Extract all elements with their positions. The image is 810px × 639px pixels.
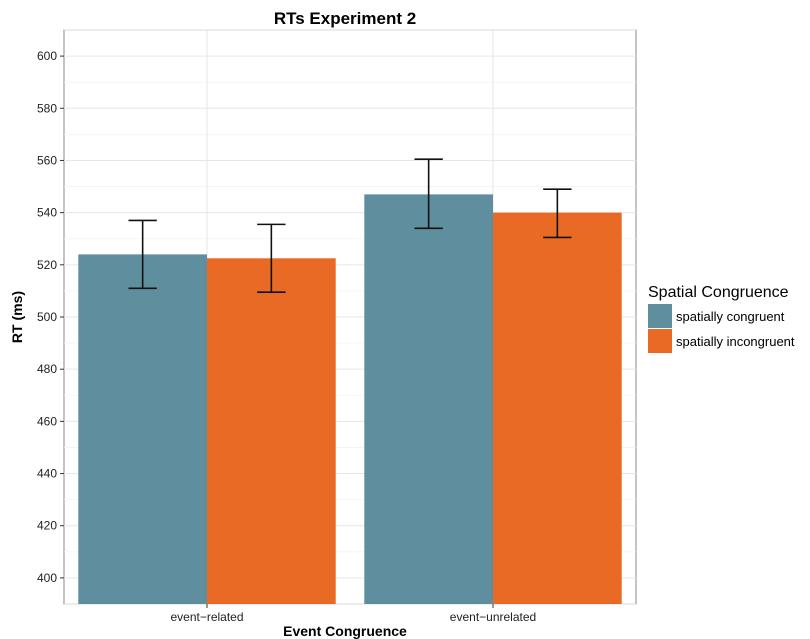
- y-tick-label: 500: [37, 310, 57, 324]
- legend-swatch: [648, 304, 672, 328]
- bar: [364, 194, 493, 604]
- x-tick-label: event−related: [170, 610, 243, 624]
- legend-title: Spatial Congruence: [648, 284, 789, 301]
- y-tick-label: 460: [37, 414, 57, 428]
- x-tick-label: event−unrelated: [450, 610, 536, 624]
- x-axis: event−related event−unrelated: [170, 604, 536, 624]
- y-axis: 400 420 440 460 480 500 520 540 560 580 600: [37, 49, 64, 585]
- bars: [78, 194, 622, 605]
- y-tick-label: 540: [37, 206, 57, 220]
- y-axis-title: RT (ms): [9, 291, 25, 343]
- legend-label: spatially incongruent: [676, 334, 795, 349]
- y-tick-label: 580: [37, 101, 57, 115]
- legend: Spatial Congruence spatially congruent sp…: [648, 284, 795, 353]
- y-tick-label: 440: [37, 467, 57, 481]
- bar: [207, 258, 336, 604]
- bar: [78, 254, 207, 604]
- x-axis-title: Event Congruence: [283, 623, 407, 639]
- y-tick-label: 420: [37, 519, 57, 533]
- error-bars: [128, 158, 572, 294]
- bar: [493, 212, 622, 605]
- legend-swatch: [648, 329, 672, 353]
- y-tick-label: 400: [37, 571, 57, 585]
- legend-label: spatially congruent: [676, 309, 785, 324]
- chart-title: RTs Experiment 2: [274, 9, 416, 28]
- y-tick-label: 560: [37, 153, 57, 167]
- y-tick-label: 480: [37, 362, 57, 376]
- y-tick-label: 600: [37, 49, 57, 63]
- y-tick-label: 520: [37, 258, 57, 272]
